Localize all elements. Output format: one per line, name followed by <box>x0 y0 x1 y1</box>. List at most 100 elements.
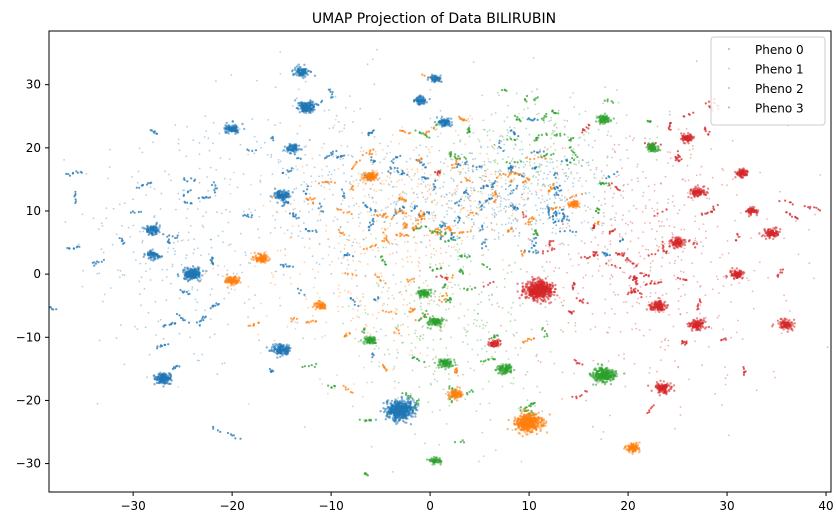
scatter-point <box>338 284 341 287</box>
scatter-point <box>372 217 375 220</box>
scatter-point <box>405 193 408 195</box>
scatter-point <box>609 187 612 190</box>
scatter-point <box>179 288 182 292</box>
scatter-point <box>329 151 333 154</box>
scatter-point <box>691 145 694 147</box>
scatter-point <box>390 203 392 205</box>
scatter-point <box>454 283 456 286</box>
scatter-point <box>446 298 449 301</box>
scatter-point <box>418 359 421 362</box>
scatter-point <box>509 203 511 206</box>
scatter-point <box>673 205 676 207</box>
scatter-point <box>339 208 342 211</box>
scatter-point <box>656 125 659 128</box>
scatter-point <box>463 315 466 317</box>
scatter-point <box>494 112 497 114</box>
scatter-point <box>637 297 640 300</box>
scatter-point <box>372 159 375 162</box>
scatter-point <box>395 156 398 159</box>
scatter-point <box>143 287 146 290</box>
scatter-point <box>553 130 556 133</box>
scatter-point <box>469 285 472 288</box>
scatter-point <box>384 334 387 337</box>
scatter-point <box>203 197 206 200</box>
scatter-point <box>658 281 661 284</box>
cluster-point <box>407 412 411 416</box>
cluster-point <box>413 412 416 415</box>
scatter-point <box>407 175 410 178</box>
scatter-point <box>445 251 447 254</box>
scatter-point <box>109 148 111 151</box>
scatter-point <box>566 163 569 166</box>
scatter-point <box>417 178 420 181</box>
scatter-point <box>381 363 384 366</box>
scatter-point <box>382 212 386 216</box>
scatter-point <box>648 328 651 331</box>
scatter-point <box>153 188 156 190</box>
scatter-point <box>468 390 471 393</box>
scatter-point <box>204 315 207 318</box>
scatter-point <box>485 175 488 178</box>
scatter-point <box>147 311 150 314</box>
scatter-point <box>651 260 654 262</box>
scatter-point <box>284 210 287 213</box>
scatter-point <box>352 197 354 200</box>
scatter-point <box>594 251 598 255</box>
scatter-point <box>583 133 585 136</box>
scatter-point <box>514 138 517 142</box>
scatter-point <box>622 214 624 217</box>
scatter-point <box>434 178 436 180</box>
scatter-point <box>573 358 576 361</box>
scatter-point <box>706 197 708 200</box>
scatter-point <box>313 166 316 169</box>
scatter-point <box>755 389 758 392</box>
scatter-point <box>281 263 284 266</box>
scatter-point <box>493 144 496 147</box>
scatter-point <box>517 353 519 356</box>
scatter-point <box>572 92 575 94</box>
scatter-point <box>595 209 598 212</box>
scatter-point <box>417 265 420 267</box>
scatter-point <box>449 301 452 304</box>
scatter-point <box>677 366 679 369</box>
scatter-point <box>204 115 207 118</box>
scatter-point <box>629 240 632 243</box>
scatter-point <box>609 243 612 246</box>
scatter-point <box>622 190 625 193</box>
scatter-point <box>551 129 554 132</box>
scatter-point <box>546 149 548 152</box>
scatter-point <box>381 149 384 151</box>
scatter-point <box>498 139 501 142</box>
scatter-point <box>391 216 394 219</box>
scatter-point <box>121 225 123 227</box>
scatter-point <box>142 230 145 233</box>
scatter-point <box>625 114 628 117</box>
scatter-point <box>652 404 655 407</box>
scatter-point <box>291 265 295 268</box>
scatter-point <box>242 210 245 213</box>
scatter-point <box>202 226 205 229</box>
scatter-point <box>555 224 558 227</box>
scatter-point <box>340 203 343 206</box>
scatter-point <box>291 225 294 228</box>
scatter-point <box>279 122 282 124</box>
scatter-point <box>535 191 538 194</box>
scatter-point <box>533 401 536 404</box>
scatter-point <box>614 151 616 154</box>
scatter-point <box>479 209 481 212</box>
scatter-point <box>358 225 360 228</box>
scatter-point <box>412 149 415 152</box>
scatter-point <box>390 160 393 163</box>
scatter-point <box>396 222 398 225</box>
scatter-point <box>338 130 341 133</box>
scatter-point <box>617 143 620 146</box>
scatter-point <box>448 264 450 267</box>
scatter-point <box>676 276 680 279</box>
scatter-point <box>380 328 382 331</box>
scatter-point <box>498 192 501 195</box>
scatter-point <box>137 170 140 173</box>
scatter-point <box>695 60 698 63</box>
scatter-point <box>426 211 429 214</box>
scatter-point <box>145 183 149 186</box>
scatter-point <box>188 292 191 295</box>
